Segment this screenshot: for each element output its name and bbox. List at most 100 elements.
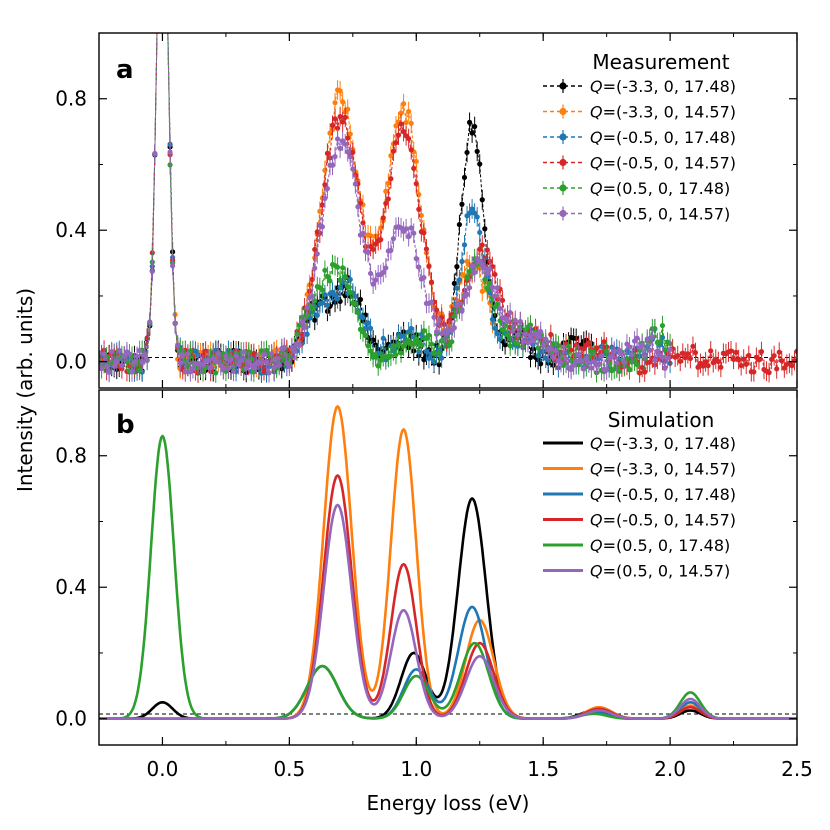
data-point (182, 368, 188, 374)
data-point (142, 352, 148, 358)
axes-frame (98, 32, 798, 389)
data-point (352, 181, 358, 187)
data-point (464, 291, 470, 297)
data-point (324, 302, 331, 308)
data-point (545, 357, 551, 363)
data-point (350, 166, 356, 172)
data-point (378, 237, 384, 243)
data-point (517, 319, 523, 325)
data-point (406, 234, 412, 240)
data-point (426, 355, 432, 362)
data-point (393, 139, 399, 146)
data-point (428, 279, 435, 285)
data-point (525, 340, 531, 346)
data-point (746, 352, 752, 359)
data-point (626, 344, 633, 350)
data-point (494, 331, 501, 337)
data-point (213, 358, 219, 364)
data-point (230, 368, 237, 374)
data-point (340, 99, 346, 105)
data-point (347, 154, 353, 160)
legend-marker (559, 82, 567, 90)
data-point (736, 357, 742, 363)
data-point (505, 318, 511, 324)
data-point (203, 348, 209, 354)
data-point (576, 351, 582, 357)
data-point (109, 349, 115, 355)
data-point (360, 314, 366, 321)
data-point (512, 317, 518, 323)
data-point (538, 361, 544, 367)
data-point (568, 366, 574, 373)
data-point (403, 119, 409, 126)
data-point (482, 276, 488, 283)
data-point (347, 289, 353, 295)
data-point (708, 348, 714, 354)
data-point (624, 355, 630, 362)
data-point (362, 332, 369, 339)
data-point (380, 335, 386, 341)
data-point (421, 274, 427, 281)
legend-marker (559, 209, 567, 218)
data-point (484, 285, 490, 292)
data-point (515, 332, 521, 338)
legend-item: Q=(0.5, 0, 17.48) (543, 536, 730, 555)
data-point (398, 110, 404, 116)
data-point (129, 369, 135, 375)
data-point (553, 347, 559, 353)
panel-letter-b: b (116, 410, 135, 440)
data-point (322, 167, 328, 173)
data-point (99, 366, 105, 372)
data-point (621, 359, 628, 365)
data-point (489, 316, 496, 323)
data-point (155, 11, 160, 16)
legend-label: Q=(0.5, 0, 14.57) (590, 205, 730, 224)
data-point (743, 361, 749, 367)
data-point (421, 328, 427, 334)
data-point (236, 362, 242, 368)
data-point (385, 180, 391, 186)
panel-letter-a: a (116, 55, 134, 85)
data-point (352, 301, 358, 307)
data-point (642, 353, 648, 359)
axis-ticks: 0.0 0.4 0.8 (55, 32, 798, 388)
legend: Q=(-3.3, 0, 17.48) Q=(-3.3, 0, 14.57) Q=(-… (543, 77, 736, 224)
data-point (642, 369, 648, 375)
data-point (469, 263, 475, 269)
data-point (322, 267, 328, 273)
data-point (266, 370, 272, 376)
data-point (390, 236, 397, 242)
series-line-1 (99, 497, 797, 721)
data-point (332, 100, 338, 106)
data-point (350, 149, 356, 155)
data-point (449, 339, 455, 345)
data-point (454, 285, 460, 291)
data-point (403, 226, 409, 232)
data-point (479, 197, 485, 203)
legend-marker (559, 107, 567, 116)
data-point (165, 19, 170, 24)
data-point (680, 350, 686, 356)
data-point (695, 364, 701, 370)
data-point (776, 349, 782, 355)
data-point (639, 364, 645, 371)
data-point (400, 129, 407, 135)
data-point (268, 351, 275, 357)
data-point (220, 366, 226, 372)
data-point (233, 353, 239, 359)
data-point (436, 362, 442, 368)
data-point (167, 149, 173, 155)
data-point (583, 355, 589, 361)
legend-label: Q=(-3.3, 0, 17.48) (590, 434, 736, 453)
data-point (165, 0, 170, 5)
data-point (271, 364, 277, 370)
data-point (464, 274, 470, 280)
data-point (370, 246, 376, 252)
data-point (286, 363, 292, 369)
legend-marker (559, 158, 567, 167)
data-point (492, 271, 498, 278)
data-point (466, 119, 473, 125)
data-point (360, 220, 366, 226)
data-point (741, 356, 747, 362)
data-point (370, 281, 376, 287)
